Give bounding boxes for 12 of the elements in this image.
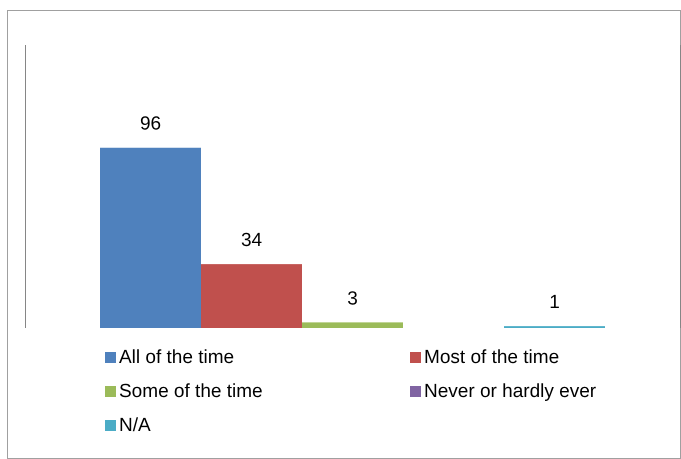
data-label: 96 [140, 114, 162, 135]
bar [201, 264, 302, 328]
data-label: 34 [240, 230, 262, 252]
bar [302, 322, 403, 328]
legend-label: N/A [119, 415, 151, 436]
legend-label: Most of the time [424, 347, 560, 368]
legend-label: All of the time [119, 347, 234, 368]
data-label: 1 [549, 292, 560, 314]
legend-label: Never or hardly ever [424, 381, 597, 402]
legend-label: Some of the time [119, 381, 263, 402]
data-label: 3 [347, 288, 358, 310]
bar [100, 148, 201, 328]
